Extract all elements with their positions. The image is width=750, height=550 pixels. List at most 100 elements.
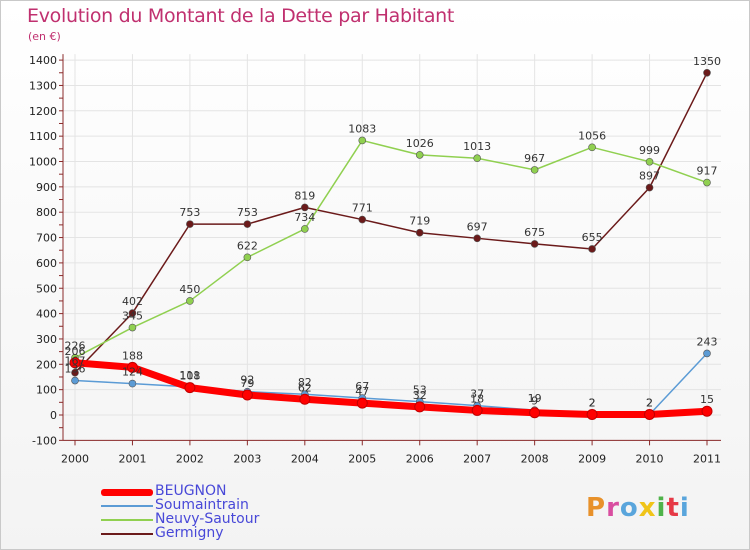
series-line-Neuvy-Sautour <box>74 139 708 359</box>
y-tick-label: 300 <box>36 333 57 346</box>
y-tick-label: 800 <box>36 206 57 219</box>
data-label: 753 <box>179 206 200 219</box>
data-point <box>415 151 424 159</box>
data-label: 1350 <box>693 55 721 68</box>
legend-label: BEUGNON <box>155 483 227 499</box>
data-point <box>243 220 252 228</box>
data-point <box>356 397 368 409</box>
x-tick-label: 2000 <box>61 452 89 465</box>
data-point <box>414 401 426 413</box>
data-point <box>301 225 309 233</box>
logo-letter: P <box>586 493 607 523</box>
data-point <box>71 376 79 385</box>
data-point <box>645 183 654 192</box>
data-label: 124 <box>122 366 143 379</box>
data-label: 897 <box>639 170 660 183</box>
legend-swatch <box>101 519 153 521</box>
data-point <box>703 178 711 187</box>
series-line-BEUGNON <box>74 359 708 418</box>
legend-swatch <box>101 533 153 535</box>
legend-swatch <box>101 505 153 507</box>
data-point <box>415 228 424 237</box>
data-label: 32 <box>413 389 427 402</box>
x-tick-label: 2007 <box>463 452 491 465</box>
logo-letter: x <box>638 493 657 523</box>
y-tick-label: 100 <box>36 384 57 397</box>
data-point <box>586 408 598 420</box>
x-tick-label: 2003 <box>233 452 261 465</box>
data-label: 655 <box>582 231 603 244</box>
data-point <box>243 253 252 262</box>
data-label: 67 <box>355 380 369 393</box>
data-point <box>473 234 481 243</box>
x-tick-label: 2001 <box>118 452 146 465</box>
data-label: 1056 <box>578 129 606 142</box>
data-label: 206 <box>65 345 86 358</box>
data-point <box>530 166 539 174</box>
data-label: 819 <box>294 189 315 202</box>
data-label: 450 <box>179 283 200 296</box>
data-point <box>128 323 137 332</box>
x-tick-label: 2009 <box>578 452 606 465</box>
data-point <box>186 297 194 305</box>
data-label: 2 <box>646 396 653 409</box>
data-label: 18 <box>470 392 484 405</box>
data-label: 1083 <box>348 122 376 135</box>
x-tick-label: 2005 <box>348 452 376 465</box>
data-point <box>588 245 596 253</box>
data-label: 9 <box>531 395 538 408</box>
data-label: 734 <box>294 211 315 224</box>
x-tick-label: 2008 <box>521 452 549 465</box>
legend-label: Neuvy-Sautour <box>155 511 260 527</box>
data-point <box>71 368 79 377</box>
y-tick-label: 1000 <box>29 156 57 169</box>
y-tick-label: 400 <box>36 308 57 321</box>
x-tick-label: 2006 <box>406 452 434 465</box>
x-tick-label: 2002 <box>176 452 204 465</box>
data-label: 2 <box>646 396 653 409</box>
data-point <box>473 154 481 163</box>
data-label: 15 <box>700 393 714 406</box>
data-label: 345 <box>122 310 143 323</box>
proxiti-logo: Proxiti <box>586 493 690 523</box>
data-point <box>701 405 713 417</box>
logo-letter: r <box>606 493 620 523</box>
data-label: 2 <box>589 396 596 409</box>
data-label: 111 <box>179 369 200 382</box>
data-point <box>128 309 137 317</box>
data-point <box>471 404 483 416</box>
data-point <box>128 379 137 388</box>
data-label: 108 <box>179 370 200 383</box>
x-tick-label: 2010 <box>636 452 664 465</box>
data-label: 2 <box>589 396 596 409</box>
data-label: 53 <box>413 384 427 397</box>
data-point <box>588 143 596 152</box>
data-point <box>241 389 253 401</box>
data-point <box>358 215 367 224</box>
chart-title: Evolution du Montant de la Dette par Hab… <box>27 5 455 27</box>
data-label: 62 <box>298 381 312 394</box>
data-label: 136 <box>65 363 86 376</box>
data-label: 37 <box>470 388 484 401</box>
data-label: 79 <box>240 377 254 390</box>
data-point <box>186 220 194 228</box>
y-tick-label: 200 <box>36 358 57 371</box>
data-point <box>529 407 541 419</box>
y-tick-label: 500 <box>36 282 57 295</box>
logo-letter: o <box>619 493 639 523</box>
y-tick-label: 1200 <box>29 105 57 118</box>
data-label: 243 <box>697 335 718 348</box>
data-point <box>530 240 539 248</box>
chart-subtitle: (en €) <box>28 30 61 43</box>
x-tick-label: 2004 <box>291 452 319 465</box>
data-label: 1013 <box>463 140 491 153</box>
y-tick-label: 900 <box>36 181 57 194</box>
data-point <box>358 136 367 145</box>
data-label: 967 <box>524 152 545 165</box>
data-point <box>301 203 309 212</box>
data-label: 47 <box>355 385 369 398</box>
data-label: 719 <box>409 215 430 228</box>
data-point <box>703 68 711 77</box>
y-tick-label: 600 <box>36 257 57 270</box>
